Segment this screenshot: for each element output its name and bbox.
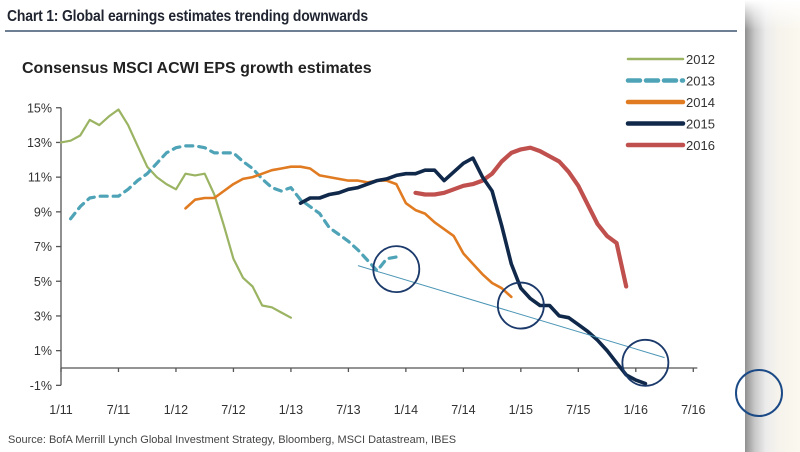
- source-note: Source: BofA Merrill Lynch Global Invest…: [8, 434, 456, 446]
- legend-label: 2013: [686, 74, 715, 89]
- x-tick-label: 7/14: [451, 403, 475, 417]
- series-line-2013: [69, 144, 398, 273]
- legend-label: 2016: [686, 138, 715, 153]
- chart-heading: Chart 1: Global earnings estimates trend…: [7, 8, 368, 25]
- side-panel-shadow: [745, 0, 800, 452]
- trend-line: [357, 265, 665, 359]
- legend-label: 2012: [686, 52, 715, 67]
- series-line-2012: [59, 108, 292, 319]
- chart-title: Consensus MSCI ACWI EPS growth estimates: [22, 60, 372, 77]
- side-panel-fade: [745, 0, 800, 30]
- annotation-circle: [372, 245, 421, 294]
- y-tick-label: 11%: [28, 171, 52, 185]
- x-tick-label: 7/12: [221, 403, 245, 417]
- legend-label: 2014: [686, 95, 715, 110]
- series-line-2015: [298, 156, 648, 386]
- legend-item-2013: 2013: [625, 74, 715, 89]
- x-tick-label: 1/12: [164, 403, 188, 417]
- x-tick-label: 7/13: [336, 403, 360, 417]
- legend-item-2016: 2016: [625, 138, 715, 153]
- x-tick-label: 7/16: [681, 403, 705, 417]
- x-tick-label: 7/11: [107, 403, 130, 417]
- x-tick-label: 1/11: [49, 403, 72, 417]
- annotation-circle: [496, 281, 545, 330]
- legend-item-2014: 2014: [625, 95, 715, 110]
- y-tick-label: 7%: [34, 240, 52, 254]
- y-tick-label: 5%: [34, 275, 52, 289]
- y-tick-label: 9%: [34, 205, 52, 219]
- annotation-circle: [621, 338, 670, 387]
- page: Chart 1: Global earnings estimates trend…: [5, 8, 737, 32]
- legend: 2012 2013 2014 2015 2016: [625, 52, 715, 153]
- x-tick-label: 1/16: [624, 403, 648, 417]
- x-tick-label: 1/15: [509, 403, 533, 417]
- series-layer: [59, 108, 648, 386]
- y-tick-label: -1%: [30, 379, 52, 393]
- legend-label: 2015: [686, 117, 715, 132]
- y-tick-label: 13%: [27, 136, 52, 150]
- x-tick-label: 1/14: [394, 403, 418, 417]
- extra-annotation-circle: [735, 369, 783, 417]
- series-line-2014: [184, 165, 513, 299]
- legend-item-2015: 2015: [625, 117, 715, 132]
- heading-divider: [5, 30, 737, 32]
- legend-item-2012: 2012: [626, 52, 715, 67]
- x-tick-label: 1/13: [279, 403, 303, 417]
- x-tick-label: 7/15: [566, 403, 590, 417]
- y-tick-label: 3%: [34, 309, 52, 323]
- series-line-2016: [413, 145, 629, 289]
- y-tick-label: 15%: [27, 101, 52, 115]
- axes: -1% 1% 3% 5% 7% 9% 11% 13% 15% 1/11 7/11 1/12 7/12 1/…: [27, 101, 706, 417]
- y-tick-label: 1%: [34, 344, 52, 358]
- annotation-layer: [357, 245, 670, 387]
